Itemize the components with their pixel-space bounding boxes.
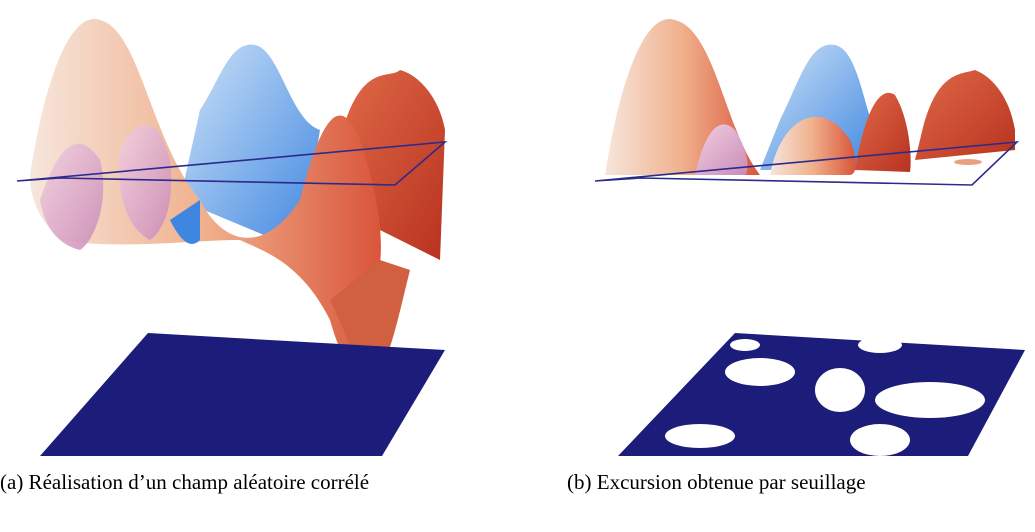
caption: (b) Excursion obtenue par seuillage [567,470,866,494]
surface-a [16,19,448,380]
excursion-plane-a [40,333,445,456]
surface-b [594,19,1020,186]
excursion-set-b [618,333,1025,456]
caption: (a) Réalisation d’un champ aléatoire cor… [0,470,370,494]
